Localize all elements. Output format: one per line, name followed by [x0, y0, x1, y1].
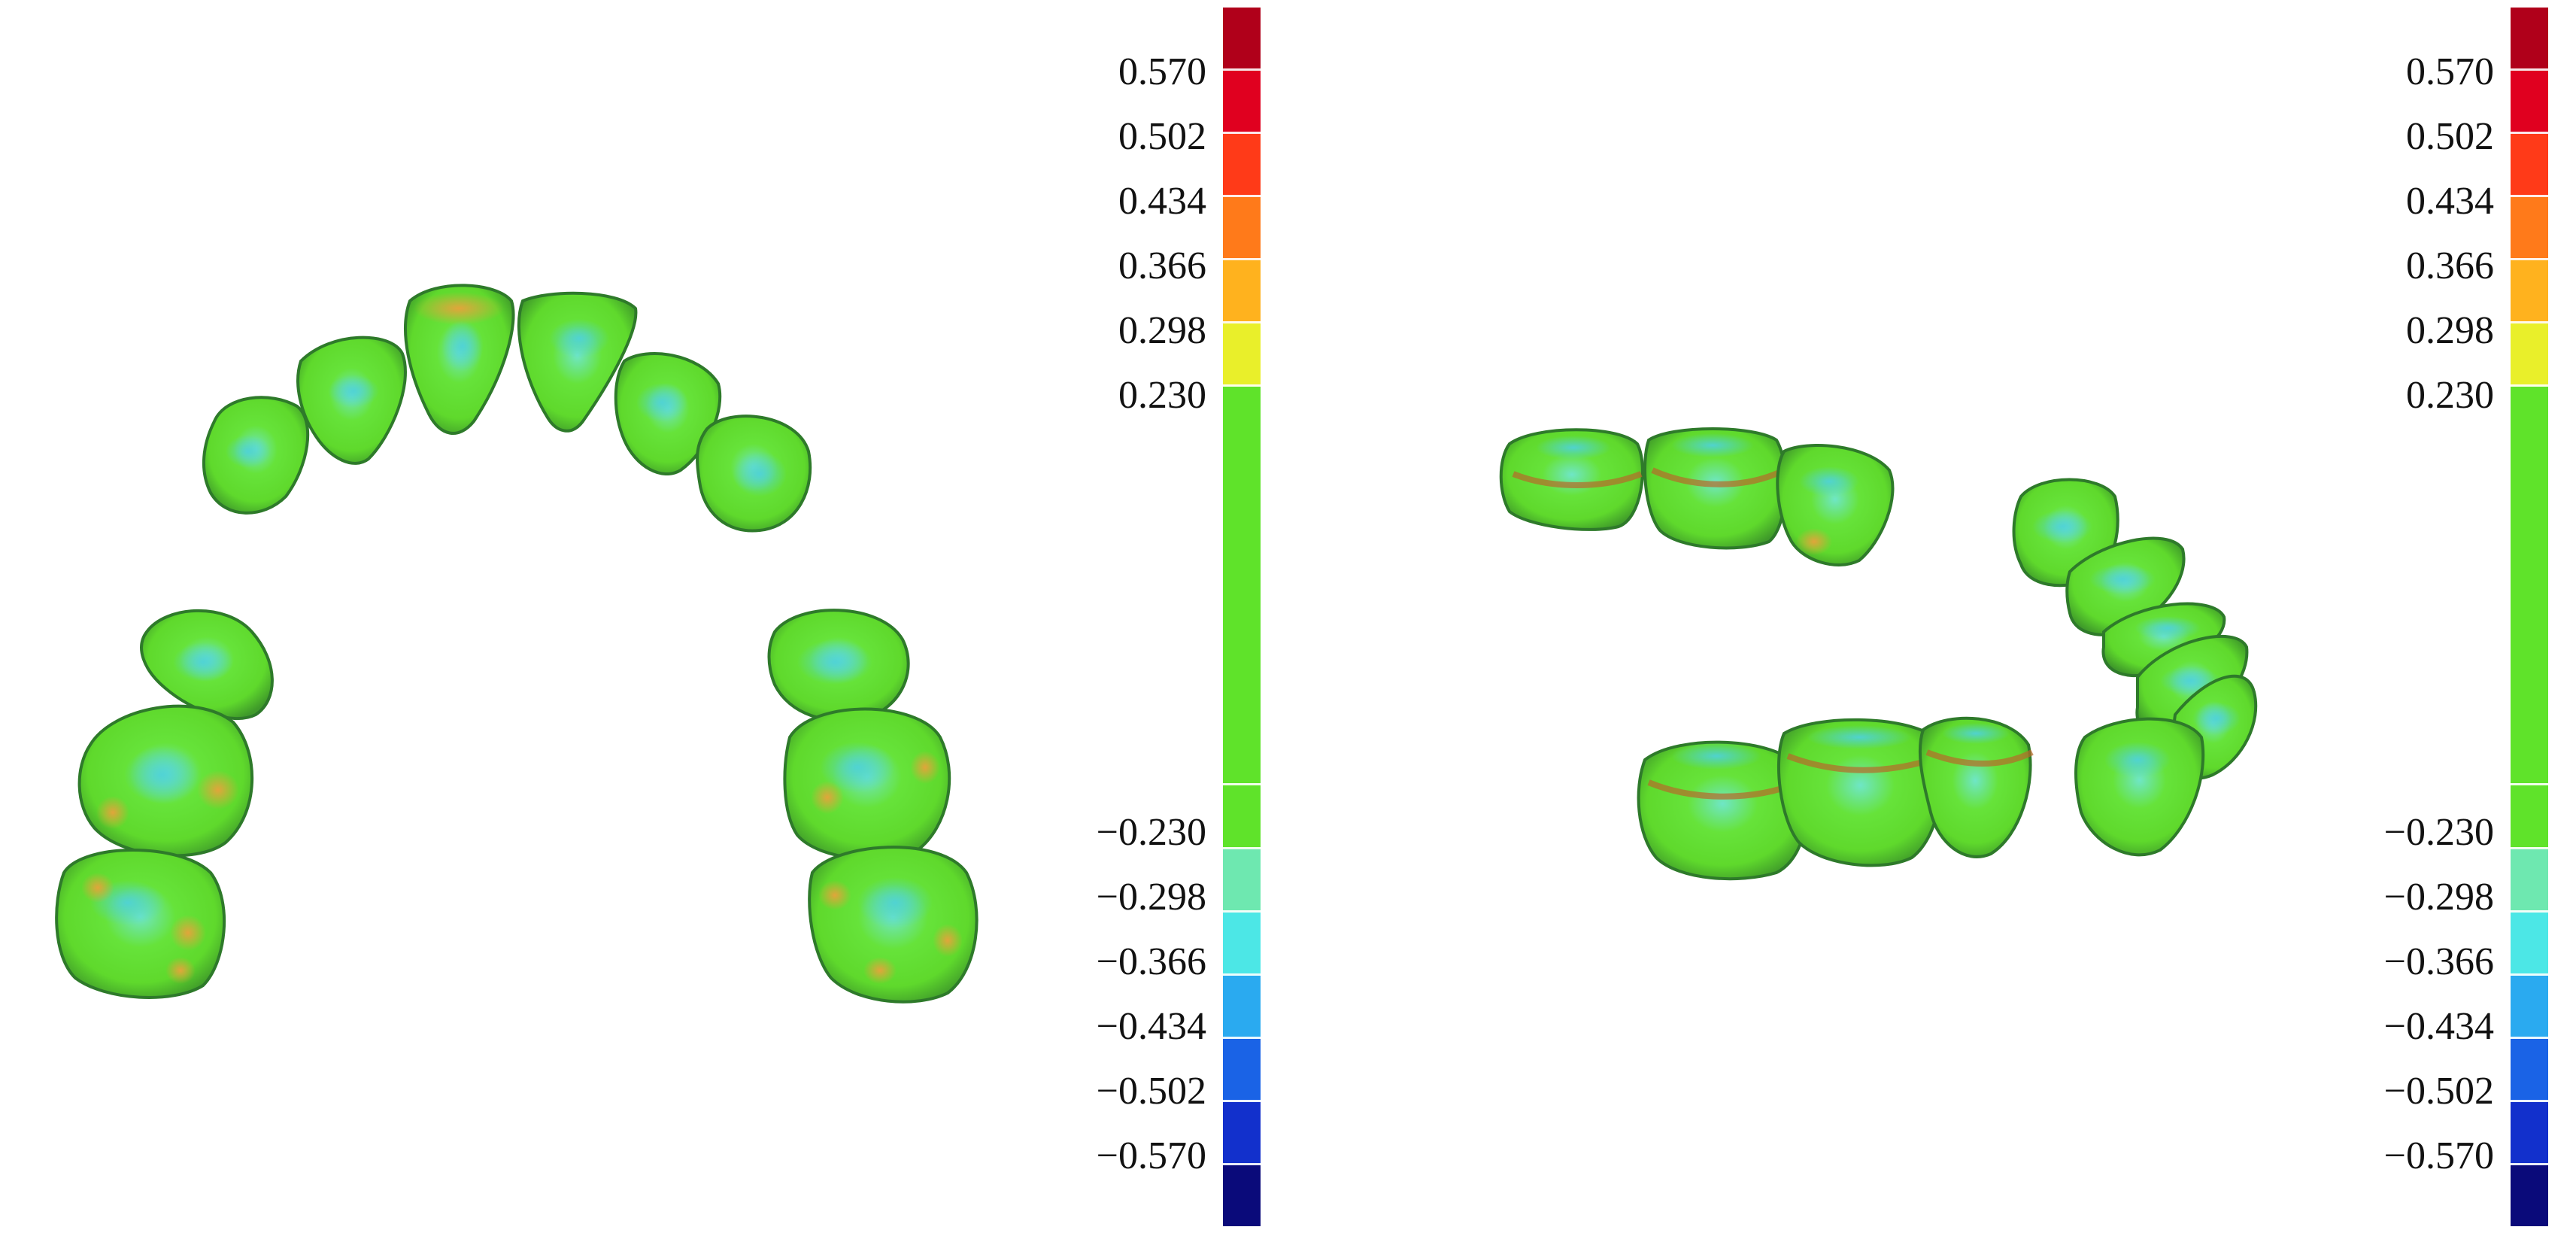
left-panel: 0.570 0.502 0.434 0.366 0.298 0.230 −0.230 −0.2… [0, 0, 1261, 1236]
tooth [767, 609, 910, 722]
tooth [2101, 602, 2226, 678]
color-scale-segment [1223, 323, 1261, 387]
color-scale-tick-label: 0.230 [2406, 374, 2494, 417]
tooth [517, 291, 638, 433]
color-scale-segment [1223, 912, 1261, 976]
color-scale-legend: 0.570 0.502 0.434 0.366 0.298 0.230 −0.230 −0.2… [2277, 8, 2548, 1227]
color-scale-tick-label: 0.230 [1118, 374, 1206, 417]
color-scale-tick-label: −0.434 [2383, 1004, 2494, 1048]
color-scale-segment [2511, 785, 2548, 849]
tooth [2074, 717, 2205, 857]
color-scale-tick-label: −0.434 [1096, 1004, 1206, 1048]
color-scale-tick-label: 0.298 [2406, 309, 2494, 352]
color-scale-tick-label: −0.502 [1096, 1069, 1206, 1113]
color-scale-tick-label: −0.502 [2383, 1069, 2494, 1113]
color-scale-tick-label: 0.570 [2406, 50, 2494, 93]
color-scale-bar [1223, 8, 1261, 1227]
color-scale-tick-label: 0.298 [1118, 309, 1206, 352]
color-scale-segment [1223, 975, 1261, 1039]
tooth [404, 284, 515, 435]
color-scale-segment [1223, 1101, 1261, 1165]
mandibular-arch-image [1499, 427, 2258, 881]
color-scale-segment [1223, 260, 1261, 324]
color-scale-segment [2511, 1101, 2548, 1165]
maxillary-arch-image [55, 284, 979, 1004]
tooth [696, 415, 812, 533]
color-scale-tick-label: 0.434 [1118, 180, 1206, 223]
color-scale-segment [2511, 197, 2548, 261]
tooth [1637, 740, 1808, 881]
tooth [1776, 444, 1895, 566]
color-scale-segment [2511, 849, 2548, 913]
color-scale-segment [2511, 387, 2548, 786]
color-scale-segment [1223, 134, 1261, 198]
color-scale-segment [2511, 1038, 2548, 1102]
color-scale-segment [2511, 1165, 2548, 1227]
color-scale-segment [2511, 323, 2548, 387]
color-scale-segment [1223, 8, 1261, 71]
color-scale-segment [2511, 260, 2548, 324]
color-scale-tick-label: −0.230 [1096, 810, 1206, 854]
color-scale-segment [2511, 71, 2548, 135]
maxillary-arch-render [0, 0, 1053, 1236]
color-scale-tick-label: −0.298 [2383, 875, 2494, 919]
color-scale-tick-label: −0.570 [2383, 1134, 2494, 1177]
color-scale-segment [1223, 785, 1261, 849]
color-scale-segment [1223, 1165, 1261, 1227]
color-scale-tick-label: 0.502 [2406, 115, 2494, 158]
tooth [296, 336, 407, 465]
tooth [1499, 428, 1644, 531]
color-scale-bar [2511, 8, 2548, 1227]
tooth [55, 849, 226, 1000]
tooth [783, 707, 951, 861]
color-scale-segment [2511, 134, 2548, 198]
color-scale-segment [1223, 849, 1261, 913]
color-scale-segment [1223, 197, 1261, 261]
color-scale-segment [2511, 975, 2548, 1039]
tooth [202, 396, 310, 515]
color-scale-tick-label: −0.230 [2383, 810, 2494, 854]
color-scale-segment [1223, 71, 1261, 135]
tooth [1643, 427, 1788, 550]
tooth [1776, 718, 1943, 867]
color-scale-segment [1223, 1038, 1261, 1102]
color-scale-tick-label: 0.502 [1118, 115, 1206, 158]
tooth [614, 352, 722, 475]
color-scale-tick-label: −0.366 [1096, 940, 1206, 983]
color-scale-tick-label: 0.366 [2406, 244, 2494, 287]
tooth [1918, 716, 2034, 858]
color-scale-tick-label: 0.366 [1118, 244, 1206, 287]
color-scale-tick-label: −0.570 [1096, 1134, 1206, 1177]
tooth [77, 704, 253, 858]
color-scale-legend: 0.570 0.502 0.434 0.366 0.298 0.230 −0.230 −0.2… [990, 8, 1261, 1227]
color-scale-segment [2511, 912, 2548, 976]
right-panel: 0.570 0.502 0.434 0.366 0.298 0.230 −0.230 −0.2… [1288, 0, 2576, 1236]
color-scale-segment [2511, 8, 2548, 71]
color-scale-tick-label: −0.366 [2383, 940, 2494, 983]
tooth [140, 609, 274, 721]
color-scale-tick-label: 0.434 [2406, 180, 2494, 223]
color-scale-tick-label: −0.298 [1096, 875, 1206, 919]
color-scale-tick-label: 0.570 [1118, 50, 1206, 93]
tooth [808, 846, 979, 1004]
color-scale-segment [1223, 387, 1261, 786]
mandibular-arch-render [1288, 0, 2341, 1236]
